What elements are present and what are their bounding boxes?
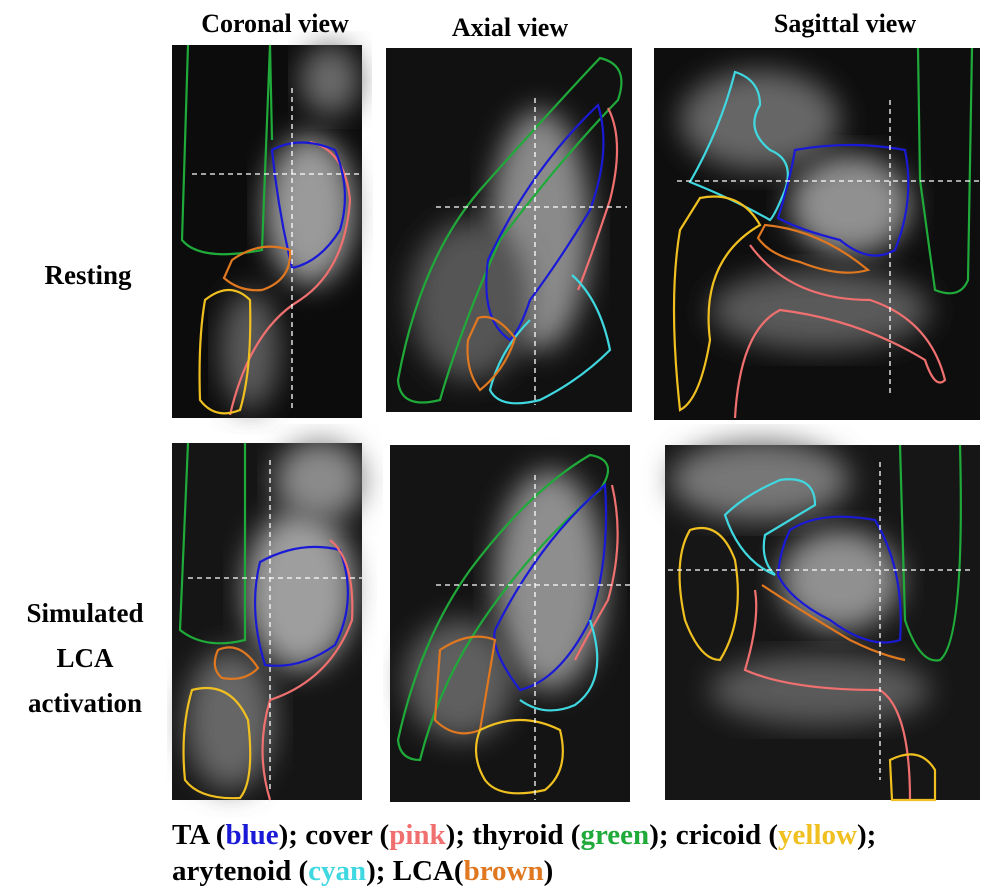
row-label: activation bbox=[28, 688, 142, 718]
mri-panel bbox=[665, 440, 980, 802]
legend-text: ); thyroid ( bbox=[446, 819, 581, 851]
row-label: Resting bbox=[45, 260, 132, 290]
legend-color-word: green bbox=[580, 819, 649, 851]
mri-panel bbox=[654, 47, 980, 420]
column-title: Axial view bbox=[452, 13, 568, 42]
row-label: Simulated bbox=[26, 598, 143, 628]
legend-color-word: blue bbox=[225, 819, 278, 851]
legend-color-word: cyan bbox=[308, 855, 366, 887]
legend-color-word: pink bbox=[389, 819, 446, 851]
column-title: Coronal view bbox=[201, 9, 349, 38]
legend-line: TA (blue); cover (pink); thyroid (green)… bbox=[172, 819, 876, 851]
row-label: LCA bbox=[56, 643, 114, 673]
legend-text: TA ( bbox=[172, 819, 225, 851]
legend-text: ) bbox=[544, 855, 554, 887]
legend-text: arytenoid ( bbox=[172, 855, 308, 887]
legend-text: ); cover ( bbox=[279, 819, 390, 851]
mri-panel bbox=[390, 445, 630, 802]
legend-text: ); cricoid ( bbox=[649, 819, 778, 851]
mri-panel bbox=[172, 44, 362, 418]
mri-panel bbox=[386, 48, 632, 412]
legend-line: arytenoid (cyan); LCA(brown) bbox=[172, 855, 553, 887]
legend-text: ); LCA( bbox=[366, 855, 463, 887]
legend-text: ); bbox=[857, 819, 876, 851]
mri-panel bbox=[172, 440, 365, 801]
legend-color-word: yellow bbox=[778, 819, 857, 851]
legend-color-word: brown bbox=[464, 855, 544, 887]
column-title: Sagittal view bbox=[774, 9, 916, 38]
